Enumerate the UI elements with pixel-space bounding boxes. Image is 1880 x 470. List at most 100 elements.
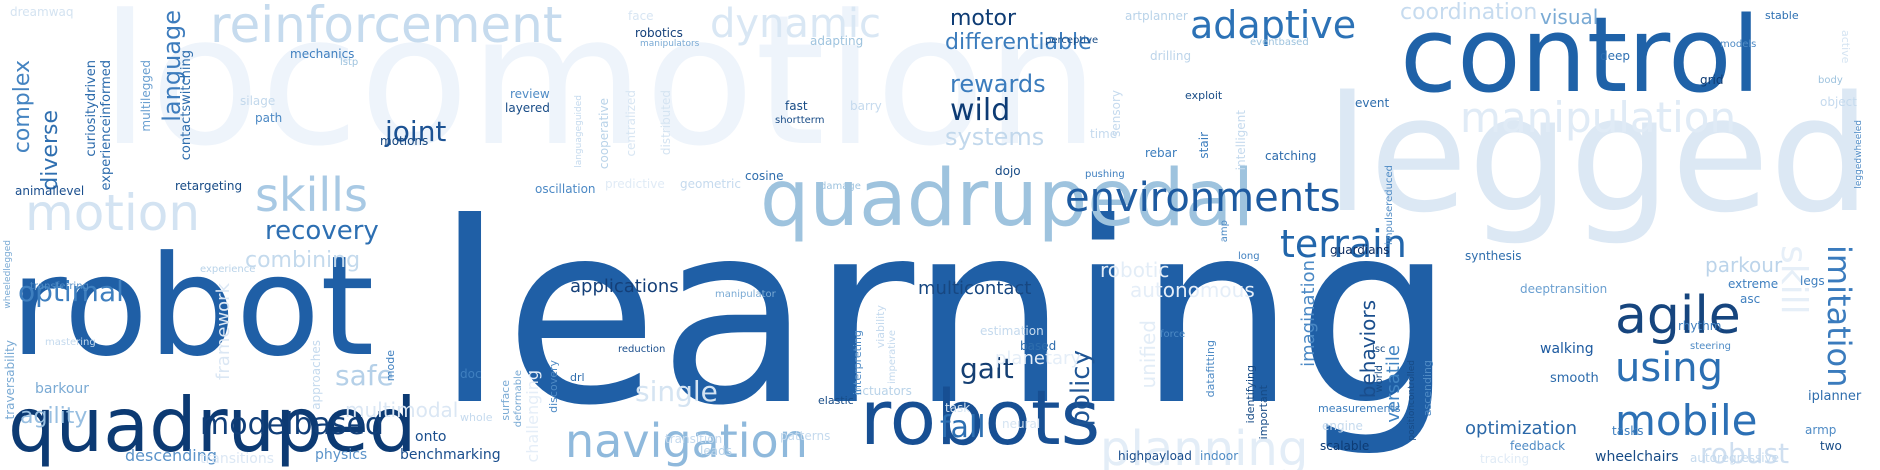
word-dynamic: dynamic: [710, 1, 881, 47]
word-multimodal: multimodal: [345, 398, 459, 422]
word-gait: gait: [960, 352, 1014, 385]
word-visual: visual: [1540, 5, 1599, 29]
word-mastering: mastering: [45, 337, 96, 348]
word-quadrupedal: quadrupedal: [760, 154, 1255, 244]
word-motions: motions: [380, 134, 429, 148]
word-planning: planning: [1100, 421, 1309, 470]
word-experienceinformed: experienceinformed: [99, 60, 114, 191]
word-dojo: dojo: [995, 164, 1021, 178]
word-force: force: [1160, 329, 1186, 340]
word-learning: learning: [435, 169, 1455, 460]
word-time: time: [1090, 127, 1118, 141]
word-wheelchairs: wheelchairs: [1595, 449, 1679, 465]
word-leggedwheeled: leggedwheeled: [1854, 120, 1864, 189]
word-armp: armp: [1805, 423, 1837, 437]
word-differentiable: differentiable: [945, 30, 1092, 55]
word-feedback: feedback: [1510, 439, 1566, 453]
word-combining: combining: [245, 248, 361, 273]
word-curiositydriven: curiositydriven: [84, 60, 99, 157]
word-navigation: navigation: [565, 414, 808, 468]
word-manipulator: manipulator: [715, 289, 776, 300]
word-deeptransition: deeptransition: [1520, 282, 1608, 296]
word-rebar: rebar: [1145, 146, 1177, 160]
word-perceptive: perceptive: [1045, 35, 1099, 46]
word-robotics: robotics: [635, 26, 683, 40]
word-exploit: exploit: [1185, 89, 1223, 102]
word-reduction: reduction: [618, 344, 666, 355]
word-amp: amp: [1219, 220, 1230, 243]
word-elastic: elastic: [818, 394, 854, 407]
word-modelbased: modelbased: [200, 407, 384, 442]
word-applications: applications: [570, 276, 679, 297]
word-mechanics: mechanics: [290, 47, 355, 61]
word-identifying: identifying: [1244, 365, 1257, 424]
word-multilegged: multilegged: [139, 60, 153, 132]
word-legged: legged: [1325, 61, 1872, 248]
word-challenging: challenging: [523, 370, 542, 463]
word-manipulation: manipulation: [1460, 93, 1737, 142]
word-drl: drl: [570, 371, 585, 384]
word-distributed: distributed: [659, 90, 673, 156]
word-silage: silage: [240, 94, 276, 108]
word-guardians: guardians: [1330, 243, 1390, 257]
word-wild: wild: [950, 93, 1011, 128]
word-oscillation: oscillation: [535, 182, 596, 196]
word-robust: robust: [1700, 437, 1790, 470]
word-benchmarking: benchmarking: [400, 447, 501, 463]
word-robotic: robotic: [1100, 258, 1170, 282]
word-predictive: predictive: [605, 177, 665, 191]
word-extreme: extreme: [1728, 277, 1779, 291]
word-safe: safe: [335, 359, 394, 392]
word-cosine: cosine: [745, 169, 784, 183]
word-doc: doc: [460, 367, 482, 381]
word-neural: neural: [1002, 417, 1041, 431]
word-robots: robots: [860, 373, 1101, 462]
word-walking: walking: [1540, 341, 1594, 357]
word-iplanner: iplanner: [1808, 389, 1862, 404]
word-sensory: sensory: [1109, 90, 1123, 137]
word-planetary: planetary: [995, 348, 1082, 369]
word-parkour: parkour: [1705, 253, 1783, 277]
word-leads: leads: [700, 444, 732, 458]
word-physics: physics: [315, 447, 368, 463]
word-catching: catching: [1265, 149, 1317, 163]
word-event: event: [1355, 96, 1390, 110]
word-datafitting: datafitting: [1204, 340, 1217, 398]
word-imagination: imagination: [1298, 260, 1319, 367]
word-interpreting: interpreting: [851, 330, 864, 395]
word-experience: experience: [200, 264, 256, 275]
word-imitation: imitation: [1820, 245, 1858, 388]
word-traversability: traversability: [3, 340, 17, 420]
word-asc: asc: [1740, 292, 1761, 306]
word-lsc: lsc: [1372, 344, 1386, 355]
word-cooperative: cooperative: [597, 98, 611, 170]
word-barkour: barkour: [35, 381, 90, 397]
word-reinforcement: reinforcement: [210, 0, 563, 54]
word-dreamwaq: dreamwaq: [10, 5, 74, 19]
word-review: review: [510, 87, 550, 101]
word-lstp: lstp: [340, 57, 359, 68]
word-damage: damage: [820, 181, 861, 192]
word-impulsereduced: impulsereduced: [1384, 165, 1395, 246]
word-barry: barry: [850, 99, 882, 113]
word-complex: complex: [10, 60, 35, 154]
word-centralized: centralized: [624, 90, 638, 157]
word-drilling: drilling: [1150, 49, 1192, 63]
word-imperative: imperative: [887, 330, 898, 385]
word-actuators: actuators: [855, 384, 912, 398]
word-layered: layered: [505, 101, 550, 115]
word-using: using: [1615, 345, 1724, 391]
word-scalable: scalable: [1320, 439, 1370, 453]
word-measurements: measurements: [1318, 402, 1401, 415]
word-autoregressive: autoregressive: [1690, 451, 1780, 465]
word-face: face: [628, 9, 654, 23]
word-grid: grid: [1700, 73, 1724, 87]
word-contactswitching: contactswitching: [179, 50, 194, 161]
word-skill: skill: [1773, 245, 1814, 315]
word-environments: environments: [1065, 175, 1341, 221]
word-viability: viability: [874, 305, 887, 349]
word-diverse: diverse: [38, 110, 63, 191]
word-motion: motion: [25, 184, 201, 242]
word-animallevel: animallevel: [15, 184, 85, 198]
word-patterns: patterns: [780, 429, 831, 443]
